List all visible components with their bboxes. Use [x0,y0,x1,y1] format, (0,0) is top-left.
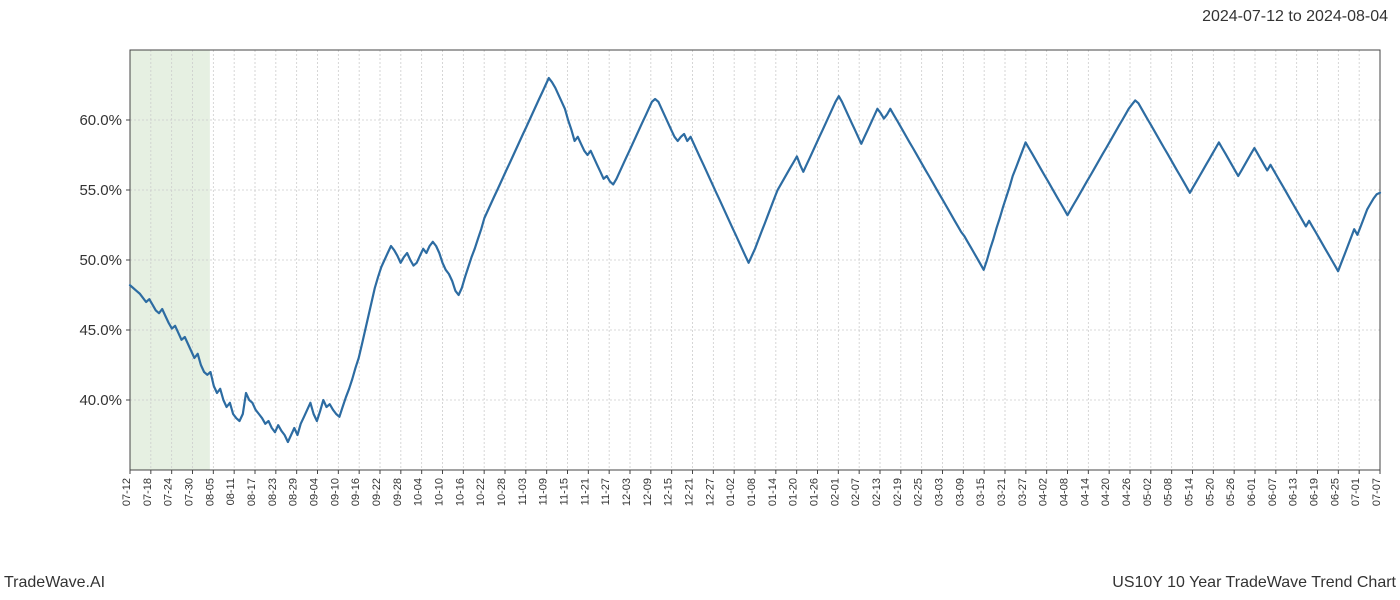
svg-text:01-20: 01-20 [788,478,800,506]
svg-text:08-23: 08-23 [267,478,279,506]
svg-text:12-03: 12-03 [621,478,633,506]
date-range-label: 2024-07-12 to 2024-08-04 [1202,8,1388,26]
svg-text:09-10: 09-10 [329,478,341,506]
svg-text:04-08: 04-08 [1059,478,1071,506]
svg-text:02-01: 02-01 [829,478,841,506]
svg-text:08-11: 08-11 [225,478,237,505]
svg-text:08-29: 08-29 [288,478,300,506]
svg-text:03-09: 03-09 [954,478,966,506]
svg-text:04-26: 04-26 [1121,478,1133,506]
svg-text:11-03: 11-03 [517,478,529,505]
svg-text:45.0%: 45.0% [79,322,122,339]
svg-text:04-14: 04-14 [1079,478,1091,506]
svg-text:04-02: 04-02 [1038,478,1050,506]
svg-text:05-20: 05-20 [1204,478,1216,506]
svg-text:10-04: 10-04 [413,478,425,506]
svg-text:11-27: 11-27 [600,478,612,505]
chart-title: US10Y 10 Year TradeWave Trend Chart [1112,574,1396,592]
svg-text:07-12: 07-12 [121,478,133,506]
svg-text:05-14: 05-14 [1184,478,1196,506]
svg-text:06-19: 06-19 [1309,478,1321,506]
svg-text:05-02: 05-02 [1142,478,1154,506]
svg-text:06-07: 06-07 [1267,478,1279,506]
svg-text:10-22: 10-22 [475,478,487,506]
svg-text:12-15: 12-15 [663,478,675,506]
svg-text:03-27: 03-27 [1017,478,1029,506]
svg-text:12-21: 12-21 [684,478,696,506]
svg-text:07-07: 07-07 [1371,478,1383,506]
svg-text:07-01: 07-01 [1350,478,1362,506]
svg-text:01-14: 01-14 [767,478,779,506]
svg-text:10-16: 10-16 [454,478,466,506]
svg-text:03-21: 03-21 [996,478,1008,506]
svg-text:40.0%: 40.0% [79,392,122,409]
svg-text:07-30: 07-30 [184,478,196,506]
chart-svg: 07-12 07-18 07-24 07-30 08-05 08-11 08-17 08-23… [60,40,1390,540]
svg-text:60.0%: 60.0% [79,112,122,129]
svg-text:01-26: 01-26 [809,478,821,506]
svg-text:02-25: 02-25 [913,478,925,506]
svg-text:09-28: 09-28 [392,478,404,506]
svg-text:09-04: 09-04 [309,478,321,506]
brand-label: TradeWave.AI [4,574,105,592]
svg-text:08-17: 08-17 [246,478,258,506]
svg-text:05-26: 05-26 [1225,478,1237,506]
svg-text:06-13: 06-13 [1288,478,1300,506]
svg-text:01-08: 01-08 [746,478,758,506]
trend-chart: 07-12 07-18 07-24 07-30 08-05 08-11 08-17 08-23… [60,40,1390,540]
svg-text:10-10: 10-10 [434,478,446,506]
svg-text:09-16: 09-16 [350,478,362,506]
svg-text:08-05: 08-05 [204,478,216,506]
svg-text:02-19: 02-19 [892,478,904,506]
svg-text:11-09: 11-09 [538,478,550,505]
svg-text:02-07: 02-07 [850,478,862,506]
svg-text:09-22: 09-22 [371,478,383,506]
svg-text:11-15: 11-15 [559,478,571,505]
svg-text:03-03: 03-03 [934,478,946,506]
svg-text:07-18: 07-18 [142,478,154,506]
svg-text:06-01: 06-01 [1246,478,1258,506]
svg-text:01-02: 01-02 [725,478,737,506]
svg-text:06-25: 06-25 [1329,478,1341,506]
svg-text:10-28: 10-28 [496,478,508,506]
svg-text:12-27: 12-27 [704,478,716,506]
svg-text:12-09: 12-09 [642,478,654,506]
svg-text:55.0%: 55.0% [79,182,122,199]
svg-text:07-24: 07-24 [163,478,175,506]
svg-text:05-08: 05-08 [1163,478,1175,506]
svg-text:50.0%: 50.0% [79,252,122,269]
svg-text:11-21: 11-21 [579,478,591,505]
svg-text:02-13: 02-13 [871,478,883,506]
svg-text:03-15: 03-15 [975,478,987,506]
svg-text:04-20: 04-20 [1100,478,1112,506]
